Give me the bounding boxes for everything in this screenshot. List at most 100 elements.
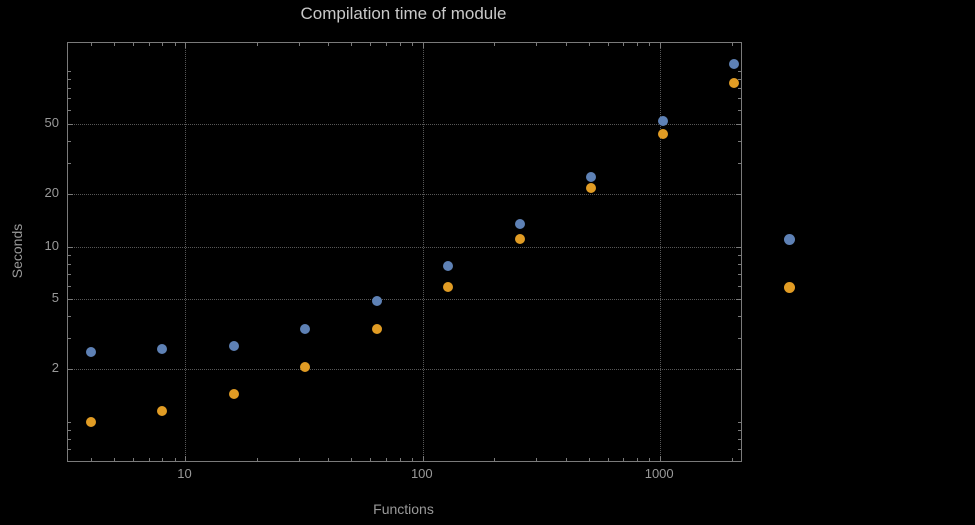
x-tick-bottom-5 xyxy=(114,458,115,461)
legend-item-1 xyxy=(784,234,803,245)
x-tick-top-1000 xyxy=(660,43,662,48)
y-tick-right-2 xyxy=(736,369,741,371)
x-tick-top-7 xyxy=(148,43,150,46)
data-point-series1-x4 xyxy=(86,347,96,358)
x-tick-top-30 xyxy=(298,43,300,46)
y-tick-left-8 xyxy=(68,263,71,265)
y-tick-right-5 xyxy=(736,299,741,301)
x-tick-top-5 xyxy=(114,43,115,46)
x-tick-bottom-40 xyxy=(328,458,330,461)
y-tick-left-60 xyxy=(68,110,71,112)
y-tick-left-50 xyxy=(68,124,73,126)
gridline-y-50 xyxy=(68,124,741,126)
x-tick-bottom-10 xyxy=(185,456,187,461)
gridline-y-20 xyxy=(68,193,741,195)
data-point-series2-x8 xyxy=(157,406,168,417)
x-tick-top-200 xyxy=(494,43,496,46)
x-tick-top-600 xyxy=(607,43,609,46)
y-tick-left-100 xyxy=(68,71,71,73)
data-point-series1-x512 xyxy=(586,171,597,182)
y-tick-left-2 xyxy=(68,369,73,371)
y-tick-label-5: 5 xyxy=(51,290,59,306)
y-tick-right-90 xyxy=(738,79,741,81)
y-tick-left-5 xyxy=(68,299,73,301)
x-tick-bottom-80 xyxy=(399,458,401,461)
x-tick-top-9 xyxy=(174,43,176,46)
x-tick-bottom-900 xyxy=(649,458,651,461)
x-tick-bottom-4 xyxy=(91,458,92,461)
data-point-series2-x2048 xyxy=(729,77,740,88)
x-tick-bottom-90 xyxy=(411,458,413,461)
y-tick-right-10 xyxy=(736,246,741,248)
x-tick-label-10: 10 xyxy=(177,466,192,481)
y-tick-left-30 xyxy=(68,163,71,164)
x-tick-label-100: 100 xyxy=(410,466,433,481)
x-tick-bottom-2000 xyxy=(731,458,733,461)
y-tick-left-1 xyxy=(68,422,71,424)
y-tick-right-0.7000000000000001 xyxy=(738,449,741,451)
y-tick-right-40 xyxy=(738,141,741,143)
x-tick-bottom-30 xyxy=(298,458,300,461)
y-tick-right-60 xyxy=(738,110,741,112)
y-tick-left-90 xyxy=(68,79,71,81)
legend-item-2 xyxy=(784,282,803,293)
y-tick-left-10 xyxy=(68,246,73,248)
y-tick-label-2: 2 xyxy=(51,360,59,376)
x-tick-bottom-200 xyxy=(494,458,496,461)
x-tick-bottom-500 xyxy=(588,458,590,461)
y-tick-right-0.9 xyxy=(738,430,741,432)
y-tick-right-70 xyxy=(738,98,741,100)
data-point-series1-x2048 xyxy=(729,59,740,70)
y-tick-right-30 xyxy=(738,163,741,164)
y-tick-left-0.8 xyxy=(68,439,71,441)
x-tick-top-300 xyxy=(536,43,538,46)
x-tick-bottom-800 xyxy=(637,458,639,461)
data-point-series2-x32 xyxy=(300,362,311,373)
plot-area xyxy=(67,42,742,462)
x-tick-top-2000 xyxy=(731,43,733,46)
x-tick-bottom-50 xyxy=(351,458,353,461)
legend-marker-series2 xyxy=(784,282,795,293)
x-tick-bottom-9 xyxy=(174,458,176,461)
y-tick-right-0.8 xyxy=(738,439,741,441)
x-tick-bottom-700 xyxy=(623,458,625,461)
y-tick-right-9 xyxy=(738,254,741,256)
x-tick-bottom-70 xyxy=(386,458,388,461)
data-point-series1-x32 xyxy=(300,323,311,334)
y-tick-right-80 xyxy=(738,88,741,90)
data-point-series1-x128 xyxy=(443,260,454,271)
y-tick-left-6 xyxy=(68,285,71,287)
gridline-x-1000 xyxy=(660,43,662,461)
x-axis-label: Functions xyxy=(373,501,434,517)
x-tick-bottom-300 xyxy=(536,458,538,461)
data-point-series2-x64 xyxy=(371,323,382,334)
y-tick-left-4 xyxy=(68,316,71,318)
x-tick-top-6 xyxy=(132,43,134,46)
x-tick-top-80 xyxy=(399,43,401,46)
x-tick-top-70 xyxy=(386,43,388,46)
y-tick-right-4 xyxy=(738,316,741,318)
x-tick-top-900 xyxy=(649,43,651,46)
y-tick-left-3 xyxy=(68,338,71,340)
x-tick-top-40 xyxy=(328,43,330,46)
x-tick-top-800 xyxy=(637,43,639,46)
x-tick-top-10 xyxy=(185,43,187,48)
y-tick-right-7 xyxy=(738,273,741,275)
data-point-series2-x1024 xyxy=(657,128,668,139)
x-tick-bottom-400 xyxy=(565,458,567,461)
x-tick-top-60 xyxy=(370,43,372,46)
y-tick-left-80 xyxy=(68,88,71,90)
y-tick-label-50: 50 xyxy=(44,115,59,131)
gridline-y-2 xyxy=(68,369,741,371)
y-tick-right-20 xyxy=(736,193,741,195)
chart-title: Compilation time of module xyxy=(300,4,507,23)
x-tick-bottom-60 xyxy=(370,458,372,461)
y-tick-left-20 xyxy=(68,193,73,195)
x-tick-bottom-20 xyxy=(256,458,258,461)
legend-marker-series1 xyxy=(784,234,795,245)
data-point-series2-x16 xyxy=(228,388,239,399)
y-tick-label-10: 10 xyxy=(44,237,59,253)
data-point-series1-x64 xyxy=(371,296,382,307)
x-tick-bottom-600 xyxy=(607,458,609,461)
data-point-series1-x8 xyxy=(157,344,168,355)
